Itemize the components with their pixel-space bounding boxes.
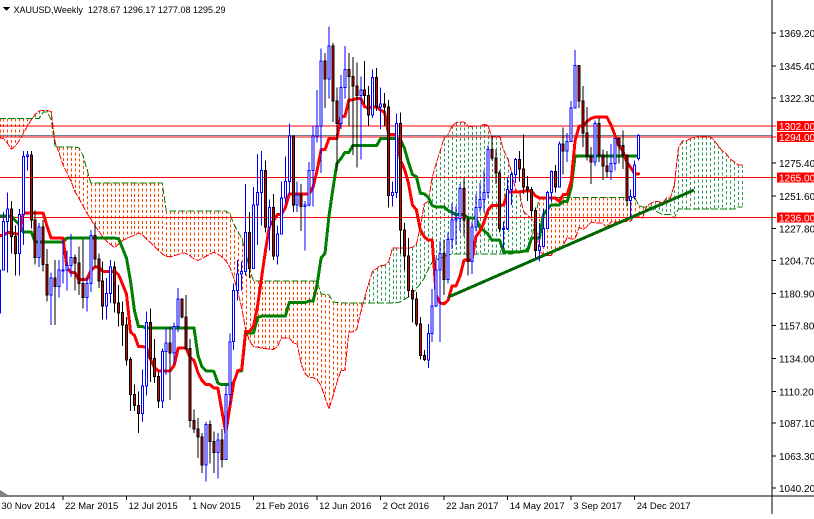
svg-text:1369.20: 1369.20 — [779, 29, 814, 40]
svg-text:1157.80: 1157.80 — [779, 322, 814, 333]
svg-text:2 Oct 2016: 2 Oct 2016 — [383, 501, 429, 512]
svg-text:3 Sep 2017: 3 Sep 2017 — [573, 501, 622, 512]
svg-text:1302.00: 1302.00 — [779, 122, 814, 133]
svg-text:1 Nov 2015: 1 Nov 2015 — [192, 501, 241, 512]
svg-text:14 May 2017: 14 May 2017 — [510, 501, 565, 512]
svg-text:12 Jul 2015: 12 Jul 2015 — [129, 501, 178, 512]
svg-text:30 Nov 2014: 30 Nov 2014 — [2, 501, 56, 512]
svg-text:12 Jun 2016: 12 Jun 2016 — [319, 501, 371, 512]
svg-text:22 Jan 2017: 22 Jan 2017 — [446, 501, 498, 512]
svg-text:1236.00: 1236.00 — [779, 213, 814, 224]
svg-text:1294.00: 1294.00 — [779, 133, 814, 144]
svg-text:XAUUSD,Weekly 1278.67 1296.17: XAUUSD,Weekly 1278.67 1296.17 1277.08 12… — [14, 5, 226, 15]
svg-text:1087.10: 1087.10 — [779, 419, 814, 430]
svg-text:1265.00: 1265.00 — [779, 173, 814, 184]
svg-text:1110.20: 1110.20 — [779, 387, 814, 398]
svg-text:1040.20: 1040.20 — [779, 484, 814, 495]
svg-text:1227.80: 1227.80 — [779, 225, 814, 236]
svg-text:1251.60: 1251.60 — [779, 192, 814, 203]
svg-text:21 Feb 2016: 21 Feb 2016 — [256, 501, 309, 512]
svg-text:1204.70: 1204.70 — [779, 257, 814, 268]
svg-text:1180.90: 1180.90 — [779, 290, 814, 301]
svg-text:1275.40: 1275.40 — [779, 159, 814, 170]
svg-text:22 Mar 2015: 22 Mar 2015 — [65, 501, 118, 512]
svg-text:1063.30: 1063.30 — [779, 452, 814, 463]
svg-text:1134.00: 1134.00 — [779, 354, 814, 365]
svg-text:1345.40: 1345.40 — [779, 62, 814, 73]
svg-text:1322.30: 1322.30 — [779, 94, 814, 105]
svg-text:24 Dec 2017: 24 Dec 2017 — [637, 501, 691, 512]
